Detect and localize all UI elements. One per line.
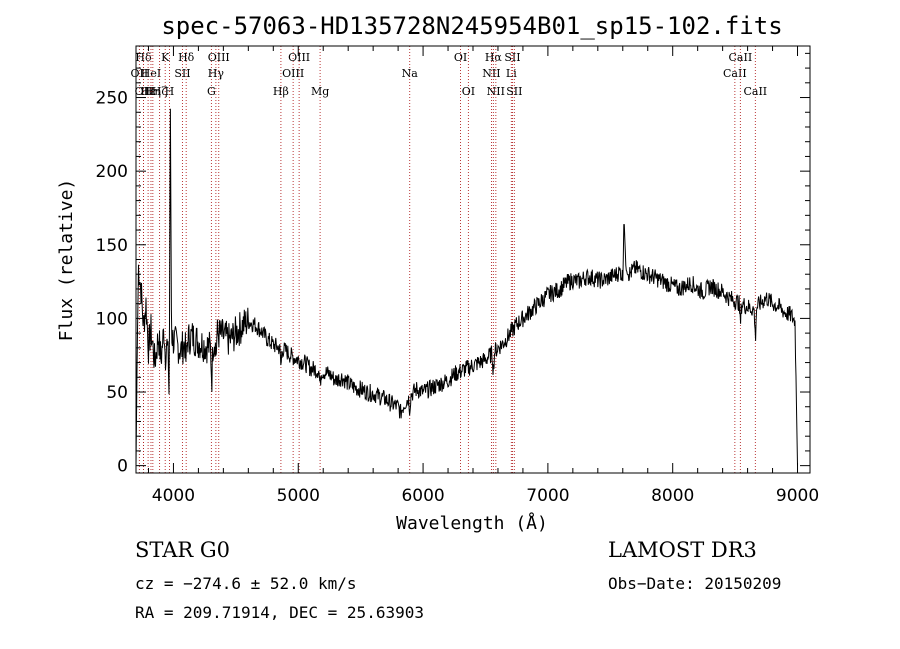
y-tick-label: 0 [117, 457, 128, 477]
marker-label-21: NII [482, 67, 500, 80]
survey-name: LAMOST DR3 [608, 538, 757, 562]
x-tick-label: 9000 [776, 486, 819, 506]
marker-label-28: CaII [729, 51, 753, 64]
observation-date: Obs−Date: 20150209 [608, 574, 782, 593]
marker-label-6: Hζ [152, 85, 168, 98]
spectrum-chart: spec-57063-HD135728N245954B01_sp15-102.f… [56, 12, 819, 534]
marker-label-14: Hβ [273, 85, 289, 98]
spectrum-line [135, 108, 798, 466]
axis-ticks: 4000 5000 6000 7000 8000 9000 0 50 100 150 200 250 [96, 46, 819, 506]
y-tick-label: 50 [106, 383, 128, 403]
y-tick-label: 200 [96, 162, 128, 182]
marker-label-25: SII [504, 51, 520, 64]
marker-label-18: Na [402, 67, 419, 80]
marker-label-13: OIII [208, 51, 230, 64]
marker-label-29: CaII [743, 85, 767, 98]
marker-label-27: CaII [723, 67, 747, 80]
marker-label-19: OI [454, 51, 467, 64]
x-tick-label: 6000 [401, 486, 444, 506]
marker-label-24: Li [506, 67, 517, 80]
y-tick-label: 250 [96, 89, 128, 109]
marker-label-3: Hε [140, 85, 156, 98]
marker-label-9: SII [174, 67, 190, 80]
spectral-class: STAR G0 [135, 538, 231, 562]
y-tick-label: 100 [96, 309, 128, 329]
marker-label-26: SII [506, 85, 522, 98]
x-tick-label: 8000 [651, 486, 694, 506]
marker-label-20: OI [462, 85, 475, 98]
chart-title: spec-57063-HD135728N245954B01_sp15-102.f… [161, 12, 782, 40]
redshift-velocity: cz = −274.6 ± 52.0 km/s [135, 574, 357, 593]
marker-label-11: G [207, 85, 216, 98]
plot-frame [135, 45, 811, 474]
x-tick-label: 4000 [152, 486, 195, 506]
marker-label-4: HeI [141, 67, 161, 80]
x-tick-label: 7000 [526, 486, 569, 506]
x-tick-label: 5000 [277, 486, 320, 506]
x-axis-label: Wavelength (Å) [396, 512, 548, 534]
marker-label-17: Mg [311, 85, 329, 98]
y-axis-label: Flux (relative) [56, 179, 77, 342]
marker-label-23: NII [487, 85, 505, 98]
spectrum-plot [135, 108, 798, 466]
marker-label-22: Hα [485, 51, 503, 64]
marker-label-8: H [165, 85, 175, 98]
marker-label-16: OIII [288, 51, 310, 64]
marker-label-5: Hη [145, 85, 161, 98]
line-markers: OIIHδOIIHεHeIHηHζKHSIIHδGHγOIIIHβOIIIOII… [131, 46, 767, 473]
marker-label-10: Hδ [178, 51, 195, 64]
marker-label-15: OIII [282, 67, 304, 80]
coordinates: RA = 209.71914, DEC = 25.63903 [135, 603, 424, 622]
marker-label-1: Hδ [135, 51, 152, 64]
y-tick-label: 150 [96, 236, 128, 256]
marker-label-12: Hγ [208, 67, 225, 80]
marker-label-7: K [161, 51, 170, 64]
